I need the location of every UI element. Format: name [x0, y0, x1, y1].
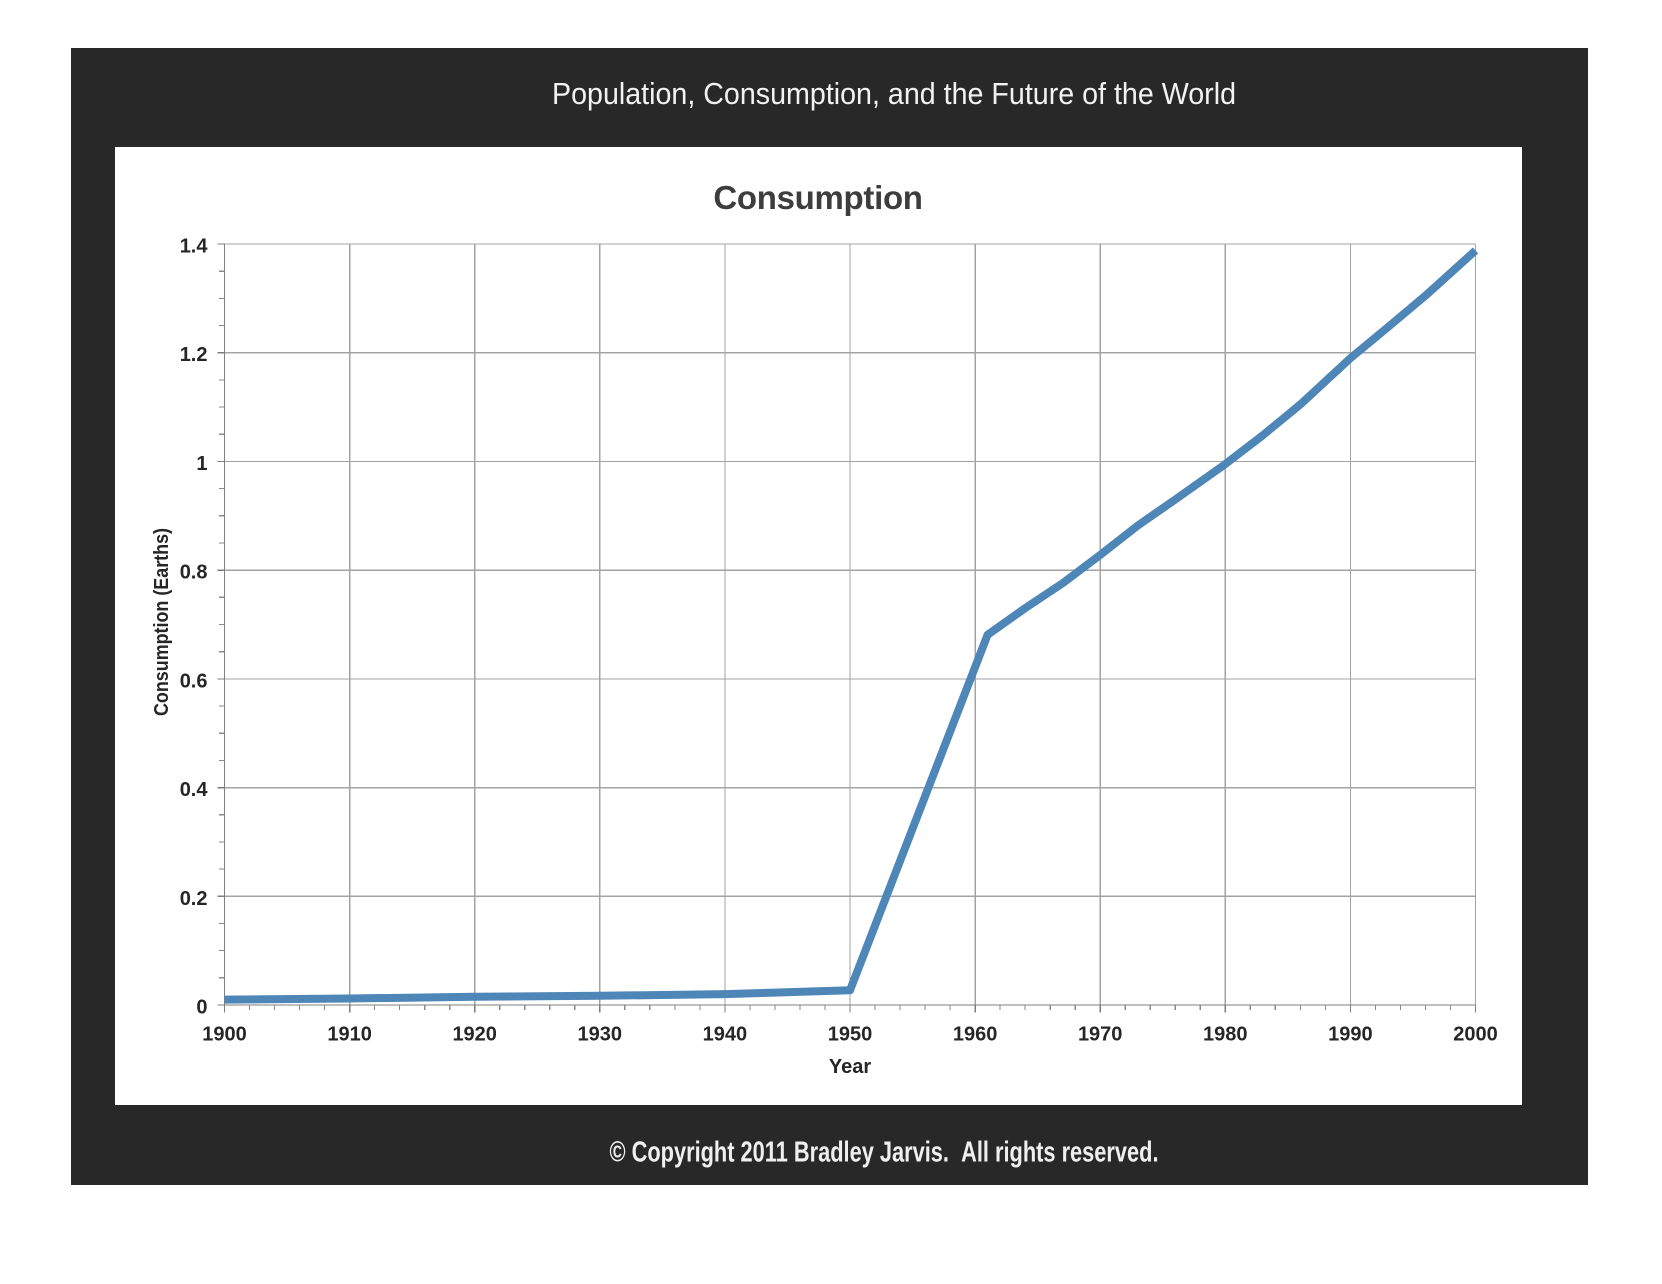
svg-text:0.4: 0.4 [180, 779, 209, 801]
svg-text:0.8: 0.8 [180, 562, 208, 584]
svg-text:Consumption (Earths): Consumption (Earths) [151, 528, 173, 716]
svg-text:1990: 1990 [1328, 1023, 1373, 1045]
svg-text:Consumption: Consumption [713, 179, 922, 216]
svg-text:0: 0 [196, 997, 207, 1019]
svg-text:1.4: 1.4 [180, 236, 209, 258]
svg-text:Year: Year [829, 1056, 871, 1078]
svg-text:1900: 1900 [202, 1023, 247, 1045]
svg-text:1930: 1930 [578, 1023, 623, 1045]
svg-text:1920: 1920 [452, 1023, 497, 1045]
svg-text:0.6: 0.6 [180, 670, 208, 692]
svg-text:1.2: 1.2 [180, 344, 208, 366]
svg-text:1940: 1940 [703, 1023, 748, 1045]
svg-text:1: 1 [196, 453, 207, 475]
svg-text:0.2: 0.2 [180, 888, 208, 910]
svg-text:1970: 1970 [1078, 1023, 1123, 1045]
svg-text:1980: 1980 [1203, 1023, 1248, 1045]
svg-text:1950: 1950 [828, 1023, 873, 1045]
svg-text:2000: 2000 [1453, 1023, 1498, 1045]
svg-text:1910: 1910 [327, 1023, 372, 1045]
svg-text:1960: 1960 [953, 1023, 998, 1045]
